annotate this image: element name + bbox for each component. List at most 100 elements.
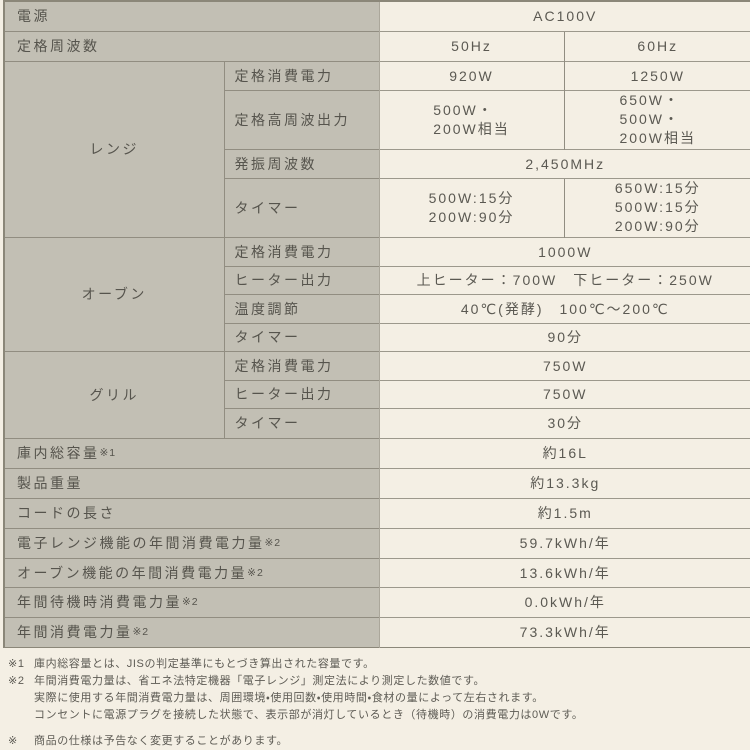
footnote-2-marker: ※2 — [8, 674, 25, 687]
value-range-timer-60hz: 650W:15分 500W:15分 200W:90分 — [563, 177, 750, 237]
value-range-hf-output-50hz: 500W・ 200W相当 — [378, 89, 564, 149]
group-label-range: レンジ — [4, 60, 224, 237]
value-range-hf-output-60hz: 650W・ 500W・ 200W相当 — [563, 89, 750, 149]
label-annual-standby-mark: ※2 — [182, 596, 199, 608]
footnote-general-marker: ※ — [8, 734, 18, 747]
group-label-grill: グリル — [4, 350, 224, 438]
value-grill-timer: 30分 — [378, 407, 750, 438]
row-power: 電源 AC100V — [4, 0, 750, 31]
label-oven-heater: ヒーター出力 — [223, 265, 379, 294]
value-range-timer-50hz: 500W:15分 200W:90分 — [378, 177, 564, 237]
value-grill-heater: 750W — [378, 379, 750, 408]
label-weight: 製品重量 — [4, 467, 379, 498]
label-capacity: 庫内総容量※1 — [4, 437, 379, 468]
value-weight: 約13.3kg — [378, 467, 750, 498]
label-oven-temperature: 温度調節 — [223, 293, 379, 323]
label-grill-rated-power-text: 定格消費電力 — [234, 357, 334, 374]
label-oven-rated-power-text: 定格消費電力 — [234, 243, 334, 260]
footnote-1: ※1 庫内総容量とは、JISの判定基準にもとづき算出された容量です。 — [8, 656, 742, 673]
value-range-rated-power-50hz: 920W — [378, 60, 564, 90]
label-weight-text: 製品重量 — [17, 475, 83, 491]
label-annual-oven-text: オーブン機能の年間消費電力量 — [17, 564, 248, 581]
value-range-hf-output-60hz-text: 650W・ 500W・ 200W相当 — [619, 92, 697, 146]
footnote-general-text: 商品の仕様は予告なく変更することがあります。 — [34, 734, 289, 747]
label-power-text: 電源 — [17, 8, 50, 25]
label-frequency: 定格周波数 — [4, 30, 379, 61]
row-annual-microwave: 電子レンジ機能の年間消費電力量※2 59.7kWh/年 — [4, 527, 750, 558]
value-grill-rated-power: 750W — [378, 350, 750, 380]
value-annual-total: 73.3kWh/年 — [378, 616, 750, 647]
row-range-oscillation: 発振周波数 2,450MHz — [4, 148, 750, 178]
value-capacity: 約16L — [378, 437, 750, 468]
label-grill-rated-power: 定格消費電力 — [223, 350, 379, 380]
label-range-rated-power-text: 定格消費電力 — [234, 67, 334, 84]
label-oven-timer-text: タイマー — [234, 329, 301, 345]
label-grill-heater: ヒーター出力 — [223, 379, 379, 408]
footnote-2: ※2 年間消費電力量は、省エネ法特定機器「電子レンジ」測定法により測定した数値で… — [8, 673, 742, 724]
value-range-timer-50hz-text: 500W:15分 200W:90分 — [428, 189, 515, 225]
label-oven-rated-power: 定格消費電力 — [223, 236, 379, 266]
group-label-grill-text: グリル — [89, 386, 139, 403]
value-oven-temperature: 40℃(発酵) 100℃〜200℃ — [378, 293, 750, 323]
row-grill-heater: ヒーター出力 750W — [4, 379, 750, 408]
label-power: 電源 — [4, 0, 379, 31]
row-range-hf-output: 定格高周波出力 500W・ 200W相当 650W・ 500W・ 200W相当 — [4, 89, 750, 149]
label-range-rated-power: 定格消費電力 — [223, 60, 379, 90]
value-power: AC100V — [378, 0, 750, 31]
label-annual-microwave: 電子レンジ機能の年間消費電力量※2 — [4, 527, 379, 558]
row-oven-timer: タイマー 90分 — [4, 322, 750, 351]
label-cord-length: コードの長さ — [4, 497, 379, 528]
label-annual-standby: 年間待機時消費電力量※2 — [4, 586, 379, 617]
value-range-oscillation: 2,450MHz — [378, 148, 750, 178]
footnote-1-text: 庫内総容量とは、JISの判定基準にもとづき算出された容量です。 — [34, 657, 375, 670]
group-label-oven-text: オーブン — [81, 286, 147, 302]
label-range-hf-output: 定格高周波出力 — [223, 89, 379, 149]
label-oven-heater-text: ヒーター出力 — [234, 272, 334, 288]
label-capacity-text: 庫内総容量 — [17, 445, 100, 461]
footnotes: ※1 庫内総容量とは、JISの判定基準にもとづき算出された容量です。 ※2 年間… — [0, 648, 750, 750]
group-label-oven: オーブン — [4, 236, 224, 351]
value-frequency-60hz: 60Hz — [563, 30, 750, 61]
row-range-power: レンジ 定格消費電力 920W 1250W — [4, 60, 750, 237]
label-grill-timer-text: タイマー — [234, 415, 301, 431]
row-cord-length: コードの長さ 約1.5m — [4, 497, 750, 528]
label-grill-heater-text: ヒーター出力 — [234, 386, 334, 402]
row-capacity: 庫内総容量※1 約16L — [4, 437, 750, 468]
value-annual-microwave: 59.7kWh/年 — [378, 527, 750, 558]
label-annual-microwave-mark: ※2 — [264, 537, 282, 549]
label-frequency-text: 定格周波数 — [17, 38, 100, 54]
label-range-hf-output-text: 定格高周波出力 — [234, 111, 350, 128]
row-oven-rated-power: オーブン 定格消費電力 1000W — [4, 236, 750, 351]
spec-table: 電源 AC100V 定格周波数 50Hz 60Hz レンジ 定格消費電力 920… — [3, 0, 750, 648]
row-grill-timer: タイマー 30分 — [4, 407, 750, 438]
label-range-timer-text: タイマー — [234, 199, 301, 216]
label-range-oscillation-text: 発振周波数 — [234, 155, 317, 172]
label-annual-microwave-text: 電子レンジ機能の年間消費電力量 — [17, 535, 265, 551]
label-annual-oven-mark: ※2 — [247, 566, 264, 579]
footnote-1-marker: ※1 — [8, 657, 25, 670]
label-annual-total-text: 年間消費電力量 — [17, 624, 133, 640]
value-oven-timer: 90分 — [378, 322, 750, 351]
label-range-timer: タイマー — [223, 177, 379, 237]
footnote-general: ※ 商品の仕様は予告なく変更することがあります。 — [8, 733, 742, 750]
value-frequency-50hz: 50Hz — [378, 30, 564, 61]
label-annual-standby-text: 年間待機時消費電力量 — [17, 594, 182, 610]
value-range-rated-power-60hz: 1250W — [563, 60, 750, 90]
value-oven-rated-power: 1000W — [378, 236, 750, 266]
label-oven-timer: タイマー — [223, 322, 379, 351]
label-annual-total: 年間消費電力量※2 — [4, 616, 379, 647]
row-oven-heater: ヒーター出力 上ヒーター：700W 下ヒーター：250W — [4, 265, 750, 294]
value-range-hf-output-50hz-text: 500W・ 200W相当 — [433, 101, 510, 137]
footnote-2-text: 年間消費電力量は、省エネ法特定機器「電子レンジ」測定法により測定した数値です。 … — [34, 674, 584, 721]
value-range-timer-60hz-text: 650W:15分 500W:15分 200W:90分 — [614, 180, 701, 234]
row-frequency: 定格周波数 50Hz 60Hz — [4, 30, 750, 61]
value-annual-oven: 13.6kWh/年 — [378, 557, 750, 587]
label-oven-temperature-text: 温度調節 — [234, 300, 301, 317]
row-grill-rated-power: グリル 定格消費電力 750W — [4, 350, 750, 438]
row-annual-standby: 年間待機時消費電力量※2 0.0kWh/年 — [4, 586, 750, 617]
label-range-oscillation: 発振周波数 — [223, 148, 379, 178]
row-range-timer: タイマー 500W:15分 200W:90分 650W:15分 500W:15分… — [4, 177, 750, 237]
label-grill-timer: タイマー — [223, 407, 379, 438]
row-annual-oven: オーブン機能の年間消費電力量※2 13.6kWh/年 — [4, 557, 750, 587]
label-capacity-mark: ※1 — [99, 447, 117, 459]
